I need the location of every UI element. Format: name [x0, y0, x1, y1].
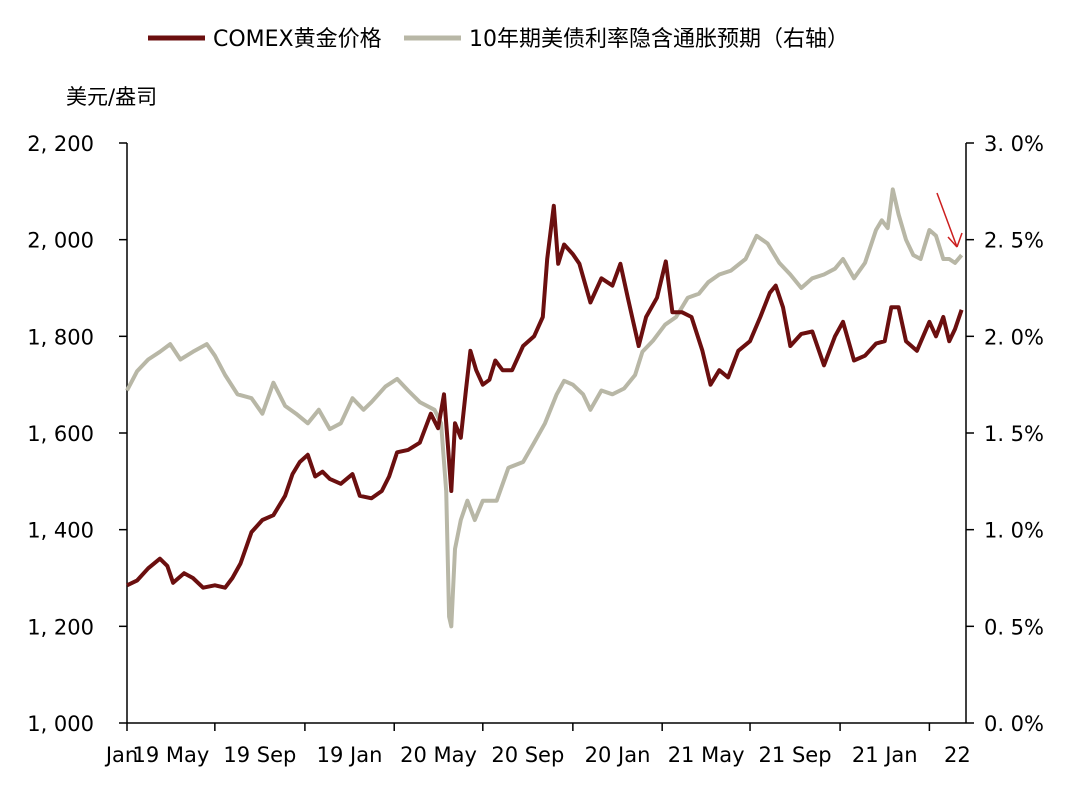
legend-label-breakeven: 10年期美债利率隐含通胀预期（右轴）: [469, 27, 849, 52]
left-tick-label: 2, 200: [27, 132, 94, 156]
left-axis-ticks: 1, 000 1, 200 1, 400 1, 600 1, 800 2, 000 2, 2…: [27, 132, 127, 736]
series-line-breakeven: [125, 187, 964, 629]
right-tick-label: 2. 0%: [984, 325, 1044, 349]
x-tick-label: 20 May: [400, 743, 477, 767]
x-tick-label: 21 May: [668, 743, 745, 767]
left-axis-unit-label: 美元/盎司: [66, 85, 157, 109]
right-axis-ticks: 0. 0% 0. 5% 1. 0% 1. 5% 2. 0% 2. 5% 3. 0%: [966, 132, 1044, 736]
legend: COMEX黄金价格 10年期美债利率隐含通胀预期（右轴）: [148, 27, 849, 52]
x-tick-label: 19 Sep: [223, 743, 296, 767]
series-line-gold: [126, 203, 964, 590]
x-tick-label: 21 Sep: [759, 743, 832, 767]
x-tick-label: 20 Jan: [585, 743, 651, 767]
left-tick-label: 1, 200: [27, 615, 94, 639]
right-tick-label: 1. 5%: [984, 422, 1044, 446]
x-tick-label: Jan: [104, 743, 138, 767]
x-tick-label: 21 Jan: [852, 743, 918, 767]
x-tick-label: 19 May: [133, 743, 210, 767]
right-tick-label: 0. 0%: [984, 712, 1044, 736]
right-tick-label: 1. 0%: [984, 519, 1044, 543]
left-tick-label: 2, 000: [27, 229, 94, 253]
x-tick-label: 22: [944, 743, 971, 767]
x-tick-label: 19 Jan: [317, 743, 383, 767]
right-tick-label: 2. 5%: [984, 229, 1044, 253]
left-tick-label: 1, 000: [27, 712, 94, 736]
left-tick-label: 1, 800: [27, 325, 94, 349]
legend-label-gold: COMEX黄金价格: [213, 27, 382, 52]
right-tick-label: 0. 5%: [984, 615, 1044, 639]
right-tick-label: 3. 0%: [984, 132, 1044, 156]
x-tick-label: 20 Sep: [491, 743, 564, 767]
left-tick-label: 1, 600: [27, 422, 94, 446]
left-tick-label: 1, 400: [27, 519, 94, 543]
red-arrow-annotation: [936, 192, 963, 248]
